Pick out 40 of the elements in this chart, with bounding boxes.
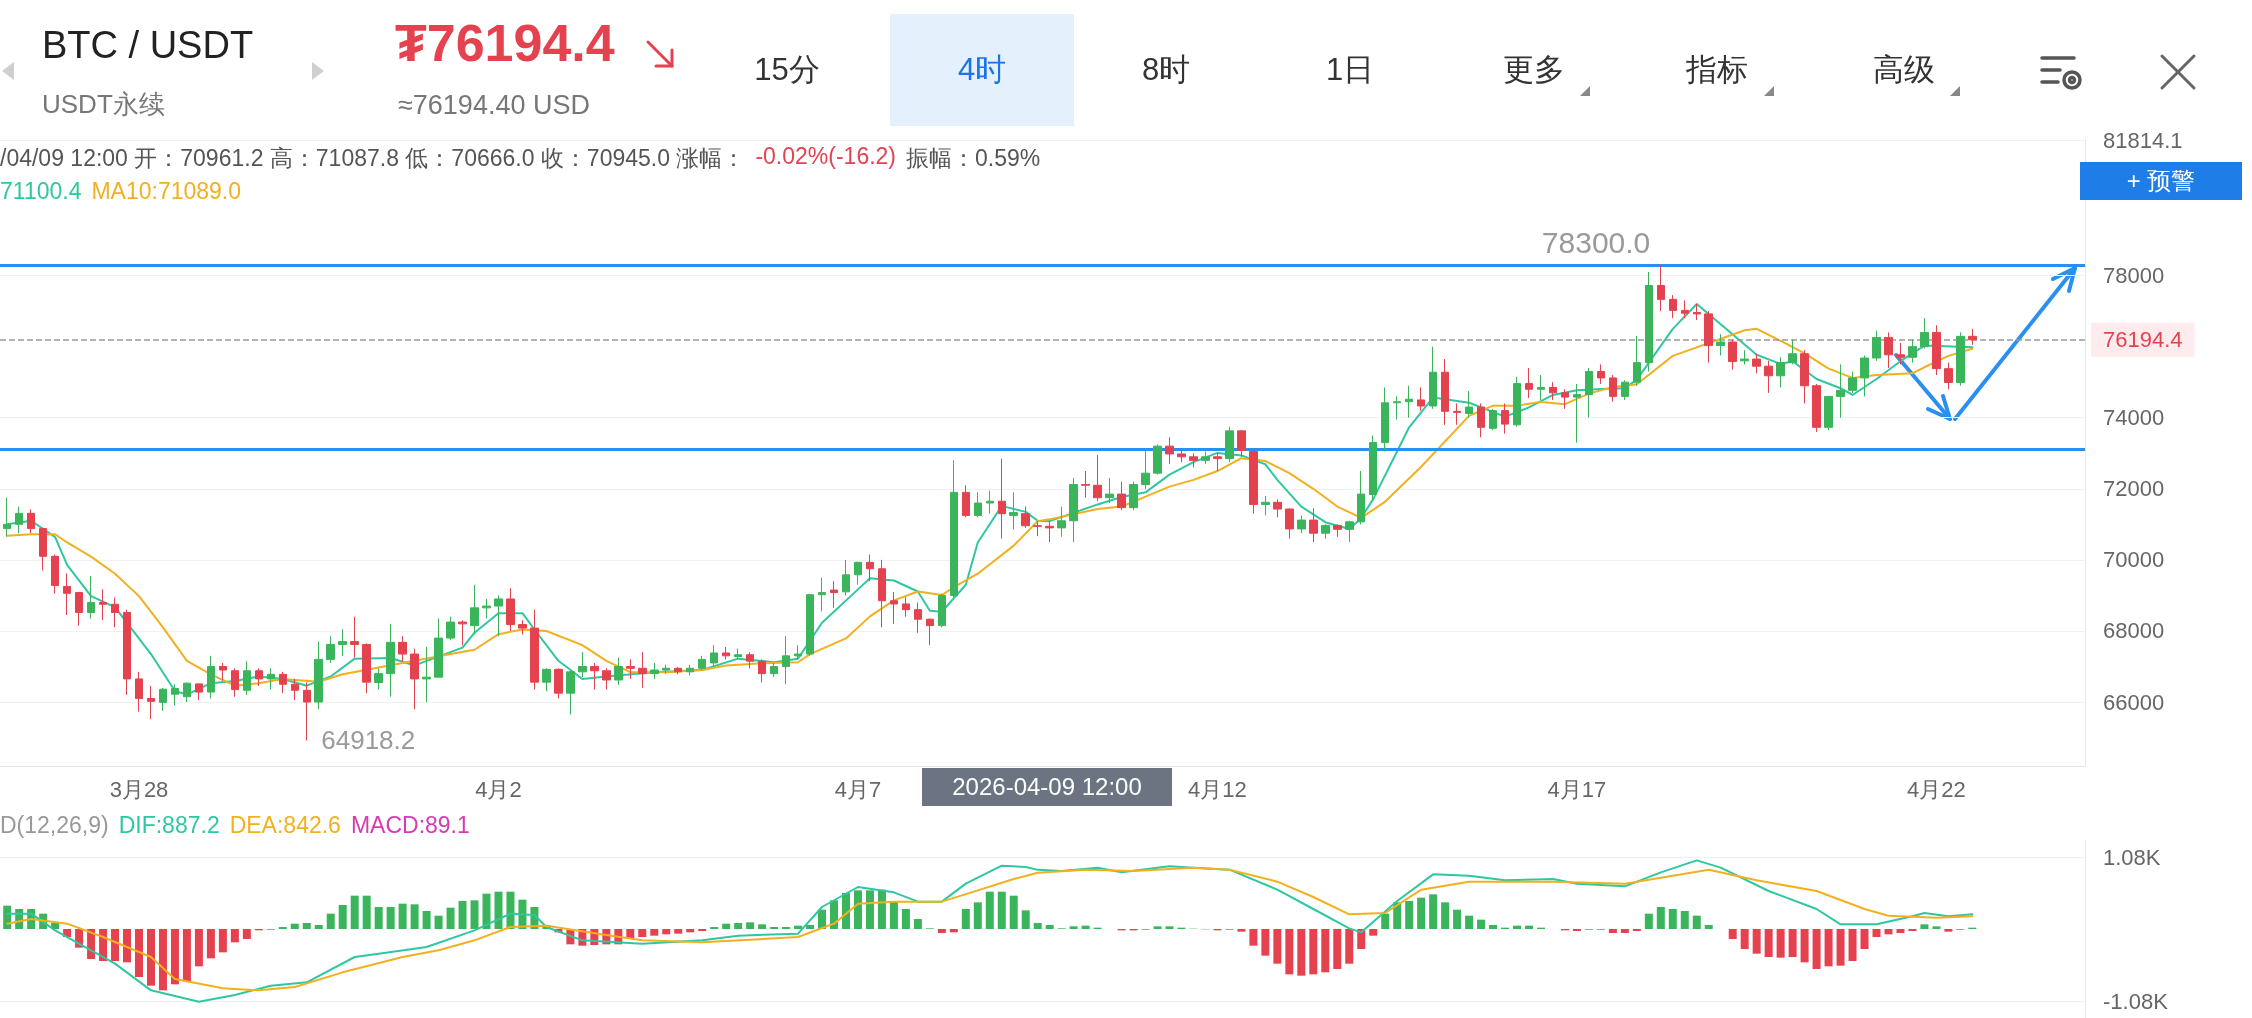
annotation: 64918.2 bbox=[321, 725, 416, 756]
annotation: 振幅：0.59% bbox=[906, 144, 1041, 173]
text: 高级 bbox=[1872, 51, 1936, 90]
text: MACD:89.1 bbox=[350, 812, 470, 839]
alert-button: + 预警 bbox=[2080, 162, 2242, 200]
y-tick-label: 66000 bbox=[2103, 689, 2165, 715]
x-tick-label: 4月7 bbox=[834, 776, 882, 802]
y-tick-label: 70000 bbox=[2103, 547, 2165, 573]
x-tick-label: 4月12 bbox=[1188, 776, 1247, 802]
annotation: /04/09 12:00 开：70961.2 高：71087.8 低：70666.0 收：70945.0 涨幅： bbox=[0, 144, 746, 173]
text: 8时 bbox=[1140, 51, 1192, 90]
y-tick-label: 1.08K bbox=[2103, 844, 2161, 870]
ref-line-label: 76194.4 bbox=[2103, 327, 2183, 353]
chart-subtitle: USDT永续 bbox=[42, 89, 165, 120]
crosshair-time-label: 2026-04-09 12:00 bbox=[922, 768, 1172, 806]
text: ≈76194.40 USD bbox=[398, 90, 590, 122]
text: 指标 bbox=[1685, 51, 1749, 90]
x-tick-label: 3月28 bbox=[109, 776, 169, 802]
annotation: MA10:71089.0 bbox=[91, 178, 242, 205]
annotation: -0.02%(-16.2) bbox=[755, 143, 897, 171]
x-tick-label: 4月17 bbox=[1547, 776, 1607, 802]
text: DIF:887.2 bbox=[118, 812, 220, 839]
y-tick-label: 78000 bbox=[2103, 263, 2165, 289]
text: 1日 bbox=[1324, 51, 1376, 90]
text: 15分 bbox=[753, 51, 821, 90]
text: 更多 bbox=[1502, 51, 1566, 90]
text: ₮76194.4 bbox=[395, 14, 615, 74]
y-tick-label: 74000 bbox=[2103, 405, 2165, 431]
x-tick-label: 4月2 bbox=[475, 776, 522, 802]
annotation: 71100.4 bbox=[0, 178, 82, 205]
text: 4时 bbox=[890, 14, 1074, 126]
annotation: 78300.0 bbox=[1541, 226, 1651, 260]
x-tick-label: 4月22 bbox=[1907, 776, 1966, 802]
y-tick-label: 68000 bbox=[2103, 618, 2165, 644]
chart-title: BTC / USDT bbox=[42, 24, 254, 68]
y-tick-label: 72000 bbox=[2103, 476, 2165, 502]
y-tick-label: 81814.1 bbox=[2103, 127, 2183, 153]
text: DEA:842.6 bbox=[229, 812, 341, 839]
text: D(12,26,9) bbox=[0, 812, 109, 839]
y-tick-label: -1.08K bbox=[2103, 988, 2169, 1014]
